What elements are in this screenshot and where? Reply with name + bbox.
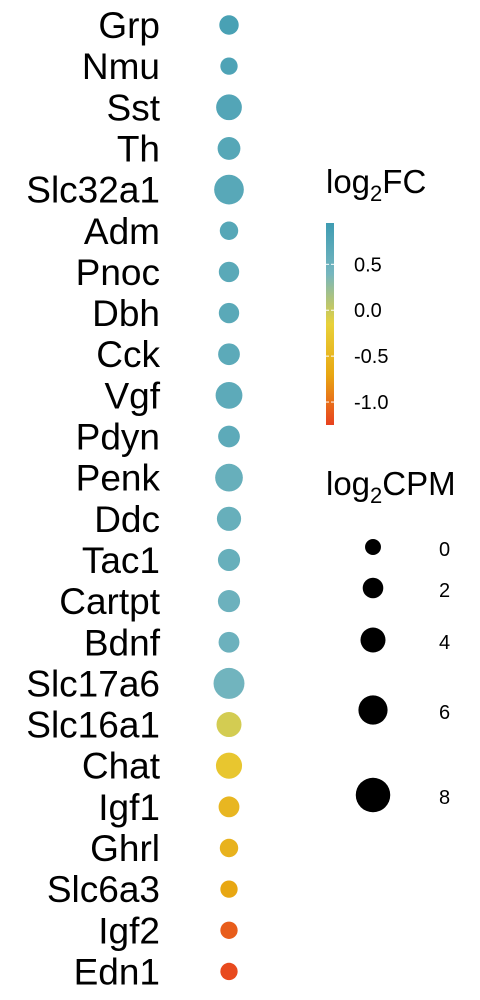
size-legend-label: 8 — [439, 787, 450, 809]
gene-label: Ddc — [94, 499, 160, 540]
colorbar-ticks: 0.5 0.0 -0.5 -1.0 — [326, 254, 388, 414]
gene-label: Igf2 — [98, 910, 160, 951]
gene-label: Penk — [76, 458, 161, 499]
gene-label: Igf1 — [98, 787, 160, 828]
colorbar — [326, 223, 334, 425]
gene-label: Slc6a3 — [47, 869, 160, 910]
gene-label: Bdnf — [84, 622, 161, 663]
colorbar-tick-label: 0.5 — [354, 254, 382, 276]
gene-label: Nmu — [82, 46, 160, 87]
bubbles — [213, 15, 245, 981]
bubble-igf2 — [220, 921, 238, 939]
gene-label: Pdyn — [76, 417, 160, 458]
gene-label: Slc17a6 — [26, 663, 160, 704]
bubble-grp — [219, 15, 239, 35]
gene-label: Tac1 — [82, 540, 160, 581]
size-legend-title: log2CPM — [326, 465, 456, 508]
gene-label: Edn1 — [74, 951, 160, 992]
bubble-sst — [216, 94, 242, 121]
bubble-chat — [215, 752, 243, 779]
bubble-pdyn — [218, 425, 240, 448]
colorbar-tick-label: -0.5 — [354, 346, 388, 368]
gene-label: Sst — [107, 87, 161, 128]
colorbar-tick-label: -1.0 — [354, 392, 388, 414]
gene-label: Vgf — [104, 375, 160, 416]
gene-label: Dbh — [92, 293, 160, 334]
size-legend-dot — [355, 777, 391, 813]
size-legend: log2CPM 0 2 4 6 8 — [326, 465, 456, 813]
gene-label: Slc16a1 — [26, 705, 160, 746]
bubble-pnoc — [218, 261, 240, 283]
bubble-ddc — [216, 506, 242, 531]
gene-labels: GrpNmuSstThSlc32a1AdmPnocDbhCckVgfPdynPe… — [26, 5, 160, 992]
bubble-igf1 — [218, 796, 240, 818]
colorbar-tick-label: 0.0 — [354, 300, 382, 322]
gene-label: Ghrl — [90, 828, 160, 869]
bubble-slc16a1 — [216, 712, 242, 738]
bubble-tac1 — [217, 548, 241, 572]
size-legend-label: 4 — [439, 632, 450, 654]
gene-label: Pnoc — [76, 252, 160, 293]
color-legend: log2FC 0.5 0.0 -0.5 -1.0 — [326, 163, 426, 425]
gene-label: Chat — [82, 746, 161, 787]
bubble-th — [217, 137, 241, 160]
bubble-penk — [215, 463, 243, 492]
gene-label: Grp — [98, 5, 160, 46]
bubble-edn1 — [220, 962, 238, 981]
size-legend-label: 0 — [439, 539, 450, 561]
color-legend-title: log2FC — [326, 163, 426, 206]
size-legend-dot — [360, 627, 386, 653]
size-legend-items: 0 2 4 6 8 — [355, 539, 450, 813]
size-legend-dot — [362, 577, 384, 599]
gene-label: Adm — [84, 211, 160, 252]
size-legend-dot — [365, 539, 381, 555]
gene-label: Cck — [96, 334, 160, 375]
bubble-dbh — [218, 302, 240, 324]
gene-label: Th — [117, 128, 160, 169]
gene-label: Slc32a1 — [26, 170, 160, 211]
bubble-slc32a1 — [214, 174, 244, 205]
size-legend-label: 2 — [439, 580, 450, 602]
gene-label: Cartpt — [59, 581, 160, 622]
bubble-ghrl — [219, 838, 239, 858]
bubble-bdnf — [218, 631, 240, 653]
size-legend-dot — [358, 695, 388, 725]
bubble-slc17a6 — [213, 667, 245, 699]
bubble-vgf — [215, 381, 243, 409]
bubble-cartpt — [217, 590, 241, 613]
bubble-adm — [219, 221, 239, 240]
bubble-nmu — [220, 57, 238, 75]
bubble-slc6a3 — [220, 880, 238, 898]
bubble-cck — [218, 343, 240, 366]
size-legend-label: 6 — [439, 702, 450, 724]
